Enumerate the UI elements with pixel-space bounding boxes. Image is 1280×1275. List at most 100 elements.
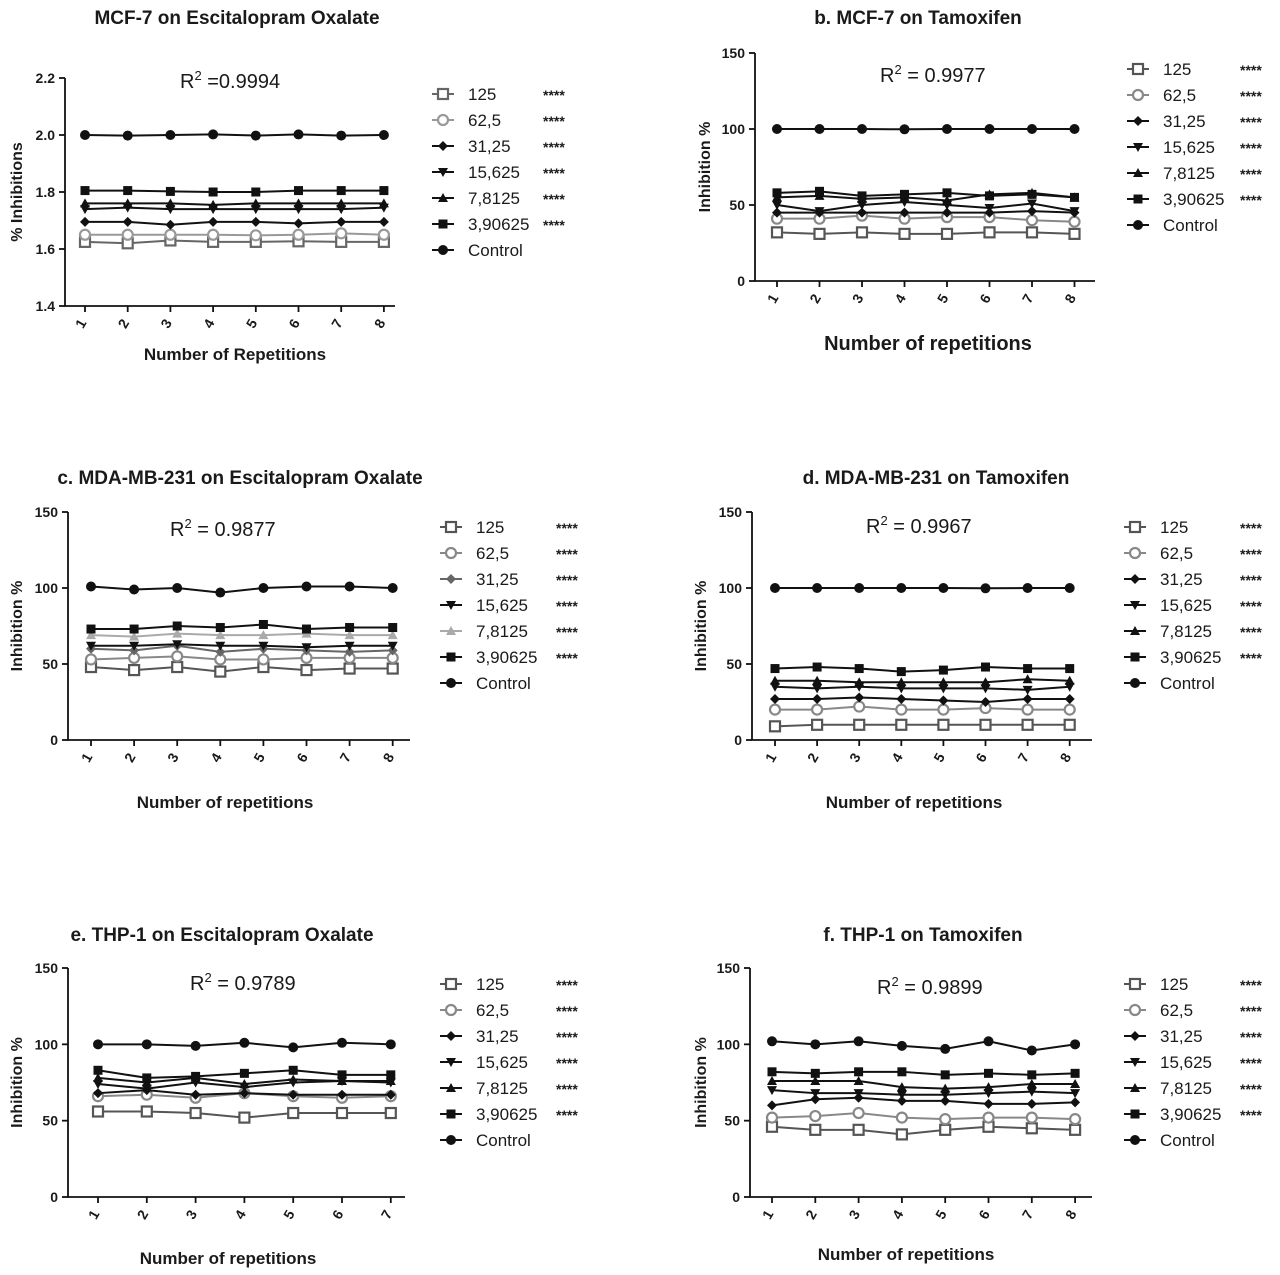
x-tick-label: 1 [72, 316, 90, 331]
series-Control [80, 129, 389, 141]
data-point [129, 624, 139, 634]
data-point [981, 662, 990, 672]
series-125 [768, 718, 1076, 733]
chart-title: f. THP-1 on Tamoxifen [823, 925, 1022, 946]
y-tick-label: 100 [719, 580, 743, 596]
r-squared-exponent: 2 [194, 68, 201, 83]
data-point [141, 1039, 152, 1050]
x-tick-label: 4 [891, 291, 909, 306]
r-squared-symbol: R [190, 973, 204, 995]
y-tick-label: 1.8 [36, 184, 56, 200]
y-tick-label: 1.6 [36, 241, 56, 257]
axis-lines [754, 53, 1095, 282]
legend-marker [1130, 1135, 1140, 1145]
data-point [122, 198, 133, 208]
r-squared-exponent: 2 [894, 62, 901, 77]
significance-stars: **** [556, 1029, 578, 1045]
data-point [379, 186, 389, 196]
series-line [90, 655, 393, 661]
y-tick-label: 0 [732, 1189, 740, 1205]
data-point [814, 207, 825, 217]
data-point [208, 199, 219, 209]
data-point [84, 653, 98, 666]
data-point [239, 1037, 250, 1048]
data-point [853, 718, 866, 731]
data-point [1070, 1089, 1081, 1099]
data-point [1064, 675, 1075, 685]
legend-marker [1130, 1031, 1140, 1041]
x-axis-label: Number of repetitions [824, 333, 1032, 355]
data-point [1027, 189, 1037, 199]
y-tick-label: 150 [35, 504, 59, 520]
series-line [771, 1040, 1076, 1052]
significance-stars: **** [1240, 546, 1262, 562]
data-point [208, 216, 219, 227]
data-point [897, 1067, 907, 1077]
significance-stars: **** [1240, 1003, 1262, 1019]
data-point [293, 198, 304, 208]
series-Control [772, 124, 1080, 135]
x-tick-label: 6 [285, 316, 303, 331]
legend: 125 **** 62,5 **** 31,25 **** 15,625 **** 7,8125… [1127, 60, 1262, 235]
data-point [814, 124, 825, 134]
x-tick-label: 8 [1062, 1207, 1080, 1222]
legend-label: 15,625 [476, 1053, 528, 1072]
data-point [1068, 1123, 1082, 1136]
data-point [208, 187, 218, 197]
legend-label: 15,625 [468, 163, 520, 182]
data-point [1026, 1045, 1037, 1056]
data-point [388, 623, 398, 633]
legend-label: 3,90625 [1163, 190, 1224, 209]
data-point [141, 1084, 152, 1094]
series-line [776, 191, 1075, 202]
significance-stars: **** [1240, 624, 1262, 640]
legend: 125 **** 62,5 **** 31,25 **** 15,625 **** 7,8125… [1124, 975, 1262, 1150]
data-point [171, 650, 184, 663]
data-point [895, 1128, 909, 1141]
data-point [852, 1106, 865, 1120]
data-point [767, 1100, 777, 1111]
significance-stars: **** [1240, 1081, 1262, 1097]
chart-title: d. MDA-MB-231 on Tamoxifen [803, 468, 1070, 489]
x-tick-label: 5 [280, 1207, 298, 1222]
x-tick-label: 4 [889, 1207, 907, 1222]
data-point [288, 1089, 299, 1100]
data-point [940, 1043, 951, 1054]
data-point [190, 1040, 201, 1051]
data-point [810, 1068, 820, 1078]
data-point [249, 229, 262, 242]
series-3,90625 [767, 1067, 1080, 1080]
legend-marker [438, 219, 448, 229]
data-point [386, 662, 399, 675]
y-axis-label: Inhibition % [693, 1037, 710, 1128]
legend-marker [438, 168, 448, 177]
y-axis-label: Inhibition % [693, 581, 710, 672]
series-62,5 [765, 1106, 1082, 1126]
series-3,90625 [93, 1065, 396, 1083]
legend-marker [446, 1109, 456, 1119]
data-point [91, 1105, 105, 1118]
data-point [251, 187, 261, 197]
data-point [854, 1067, 864, 1077]
series-31,25 [80, 216, 389, 230]
r-squared-value: = 0.9877 [192, 519, 276, 541]
data-point [250, 130, 261, 141]
legend-label: 15,625 [1163, 138, 1215, 157]
series-line [90, 632, 393, 638]
x-tick-label: 1 [78, 750, 96, 765]
r-squared-annotation: R2 = 0.9877 [170, 516, 276, 541]
data-point [215, 641, 226, 651]
legend-marker [1130, 1109, 1140, 1119]
legend-label: 125 [1160, 975, 1188, 994]
data-point [129, 631, 140, 641]
data-point [980, 677, 991, 687]
chart-panel-5: e. THP-1 on Escitalopram Oxalate05010015… [9, 925, 578, 1268]
legend-label: Control [1160, 1131, 1215, 1150]
data-point [93, 1039, 103, 1050]
x-tick-label: 8 [1061, 291, 1079, 306]
data-point [896, 677, 907, 687]
data-point [810, 718, 824, 731]
data-point [980, 583, 991, 594]
data-point [810, 1089, 821, 1099]
data-point [258, 630, 269, 640]
